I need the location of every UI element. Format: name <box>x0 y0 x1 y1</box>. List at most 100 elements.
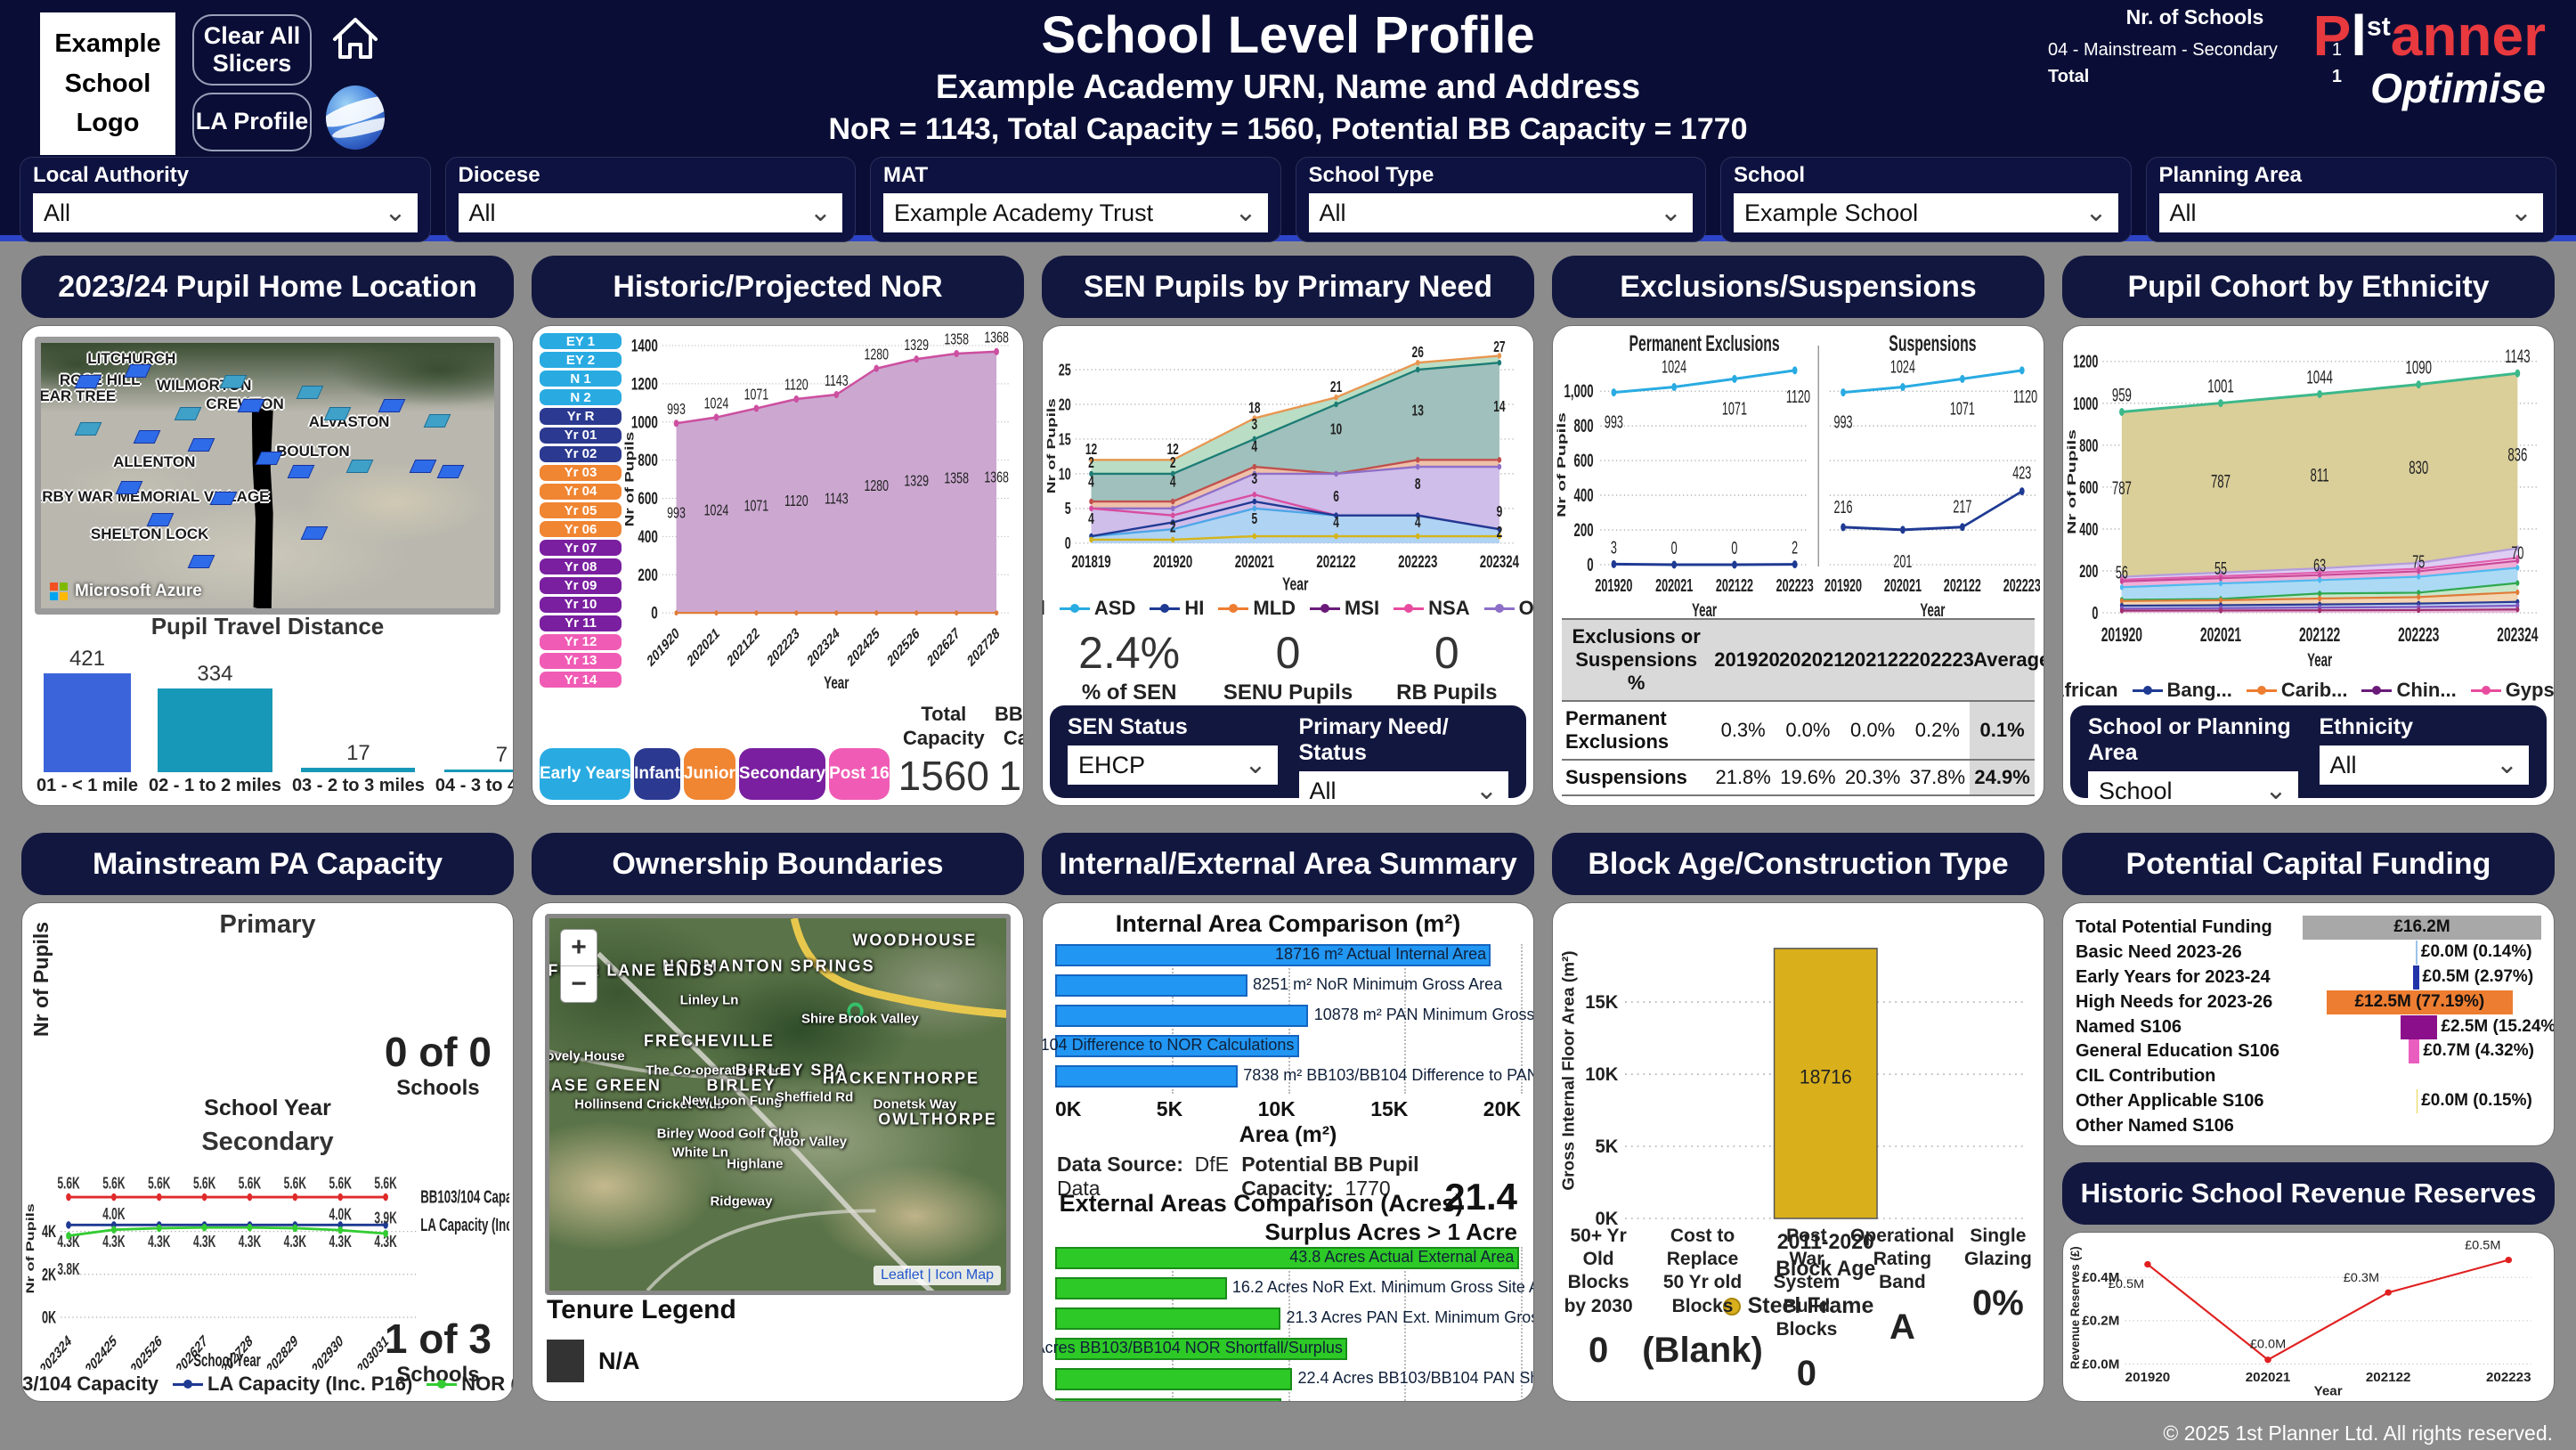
legend-item-nsa[interactable]: NSA <box>1394 597 1470 620</box>
funding-row-cil-contribution[interactable]: CIL Contribution <box>2076 1064 2541 1088</box>
bar-row[interactable]: 16.2 Acres NoR Ext. Minimum Gross Site A… <box>1055 1277 1533 1299</box>
phase-slicer-post-16[interactable]: Post 16 <box>829 748 890 800</box>
bar[interactable] <box>1055 1035 1299 1057</box>
slicer-dropdown-school-type[interactable]: All ⌄ <box>1308 193 1693 232</box>
funding-bar-chart[interactable]: Total Potential Funding £16.2M Basic Need … <box>2076 916 2554 1138</box>
year-slicer-yr09[interactable]: Yr 09 <box>540 577 622 594</box>
exclusions-line-charts[interactable]: 0 200 400 600 800 1,000 Permanent Exclusions 99… <box>1556 330 2040 623</box>
panel-slicer-dropdown[interactable]: All ⌄ <box>2319 745 2529 785</box>
bar-row[interactable]: 7838 m² BB103/BB104 Difference to PAN Ca… <box>1055 1065 1533 1088</box>
slicer-dropdown-planning-area[interactable]: All ⌄ <box>2158 193 2543 232</box>
funding-row-total-potential-funding[interactable]: Total Potential Funding £16.2M <box>2076 916 2541 940</box>
funding-row-general-education-s106[interactable]: General Education S106 £0.7M (4.32%) <box>2076 1039 2541 1064</box>
bar-row[interactable]: 10465 m² BB103/BB104 Difference to NOR C… <box>1043 1035 1521 1057</box>
funding-row-other-named-s106[interactable]: Other Named S106 <box>2076 1114 2541 1138</box>
legend-item-hi[interactable]: HI <box>1150 597 1204 620</box>
year-slicer-yr08[interactable]: Yr 08 <box>540 558 622 575</box>
funding-bar[interactable] <box>2326 990 2513 1014</box>
legend-item-mld[interactable]: MLD <box>1218 597 1296 620</box>
year-slicer-yr07[interactable]: Yr 07 <box>540 540 622 557</box>
legend-item-carib[interactable]: Carib... <box>2246 679 2347 702</box>
panel-slicer-dropdown[interactable]: School ⌄ <box>2088 771 2298 805</box>
funding-row-early-years-for-2023-24[interactable]: Early Years for 2023-24 £0.5M (2.97%) <box>2076 965 2541 990</box>
travel-bar[interactable] <box>301 768 416 772</box>
phase-slicer-infant[interactable]: Infant <box>634 748 680 800</box>
phase-slicer-early-years[interactable]: Early Years <box>540 748 631 800</box>
legend-item-bang[interactable]: Bang... <box>2132 679 2232 702</box>
google-earth-icon[interactable] <box>326 86 385 150</box>
slicer-dropdown-mat[interactable]: Example Academy Trust ⌄ <box>883 193 1268 232</box>
bar-row[interactable]: 43.8 Acres Actual External Area <box>1055 1247 1521 1269</box>
year-slicer-yr03[interactable]: Yr 03 <box>540 464 622 481</box>
year-slicer-yr06[interactable]: Yr 06 <box>540 521 622 538</box>
bar[interactable] <box>1055 1065 1238 1088</box>
bar[interactable] <box>1055 1247 1519 1269</box>
funding-bar[interactable] <box>2303 916 2541 940</box>
travel-bar-column[interactable]: 421 01 - < 1 mile <box>37 647 138 796</box>
bar[interactable] <box>1055 1398 1282 1401</box>
slicer-dropdown-school[interactable]: Example School ⌄ <box>1734 193 2118 232</box>
funding-bar[interactable] <box>2400 1014 2438 1039</box>
bar-row[interactable]: 27.6 Acres BB103/BB104 NOR Shortfall/Sur… <box>1043 1338 1521 1360</box>
bar-row[interactable]: 21.3 Acres PAN Ext. Minimum Gross Site A… <box>1055 1307 1533 1330</box>
year-slicer-yr01[interactable]: Yr 01 <box>540 427 622 444</box>
year-slicer-yr02[interactable]: Yr 02 <box>540 445 622 462</box>
nor-area-chart[interactable]: 0 200 400 600 800 1000 1200 1400 993 993 1024 1024 1… <box>623 326 1020 691</box>
ethnicity-area-chart[interactable]: 0 200 400 600 800 1000 1200 959 1001 1044 1090 1143… <box>2067 328 2550 675</box>
funding-bar[interactable] <box>2416 940 2418 965</box>
secondary-line-chart[interactable]: 0K 2K 4K 5.6K 5.6K 5.6K 5.6K 5.6K 5.6K 5.6K 5.6K 4.… <box>26 1158 509 1370</box>
ownership-map[interactable]: + − Leaflet | Icon Map WOODHOUSE NORMANTO… <box>545 914 1011 1295</box>
panel-slicer-dropdown[interactable]: All ⌄ <box>1298 771 1508 805</box>
zoom-out-button[interactable]: − <box>571 969 587 998</box>
external-bar-chart[interactable]: 43.8 Acres Actual External Area 16.2 Acre… <box>1043 1247 1533 1401</box>
slicer-dropdown-diocese[interactable]: All ⌄ <box>458 193 842 232</box>
year-slicer-yr05[interactable]: Yr 05 <box>540 501 622 519</box>
legend-item-gyps[interactable]: Gyps... <box>2470 679 2554 702</box>
funding-row-other-applicable-s106[interactable]: Other Applicable S106 £0.0M (0.15%) <box>2076 1089 2541 1114</box>
slicer-dropdown-local-authority[interactable]: All ⌄ <box>33 193 418 232</box>
year-slicer-yr14[interactable]: Yr 14 <box>540 671 622 688</box>
funding-row-high-needs-for-2023-26[interactable]: High Needs for 2023-26 £12.5M (77.19%) <box>2076 990 2541 1014</box>
travel-bar-column[interactable]: 334 02 - 1 to 2 miles <box>149 647 281 796</box>
legend-item-african[interactable]: African <box>2063 679 2118 702</box>
travel-bar[interactable] <box>43 673 131 772</box>
zoom-in-button[interactable]: + <box>561 930 597 966</box>
year-slicer-yrr[interactable]: Yr R <box>540 408 622 425</box>
bar-row[interactable]: 8251 m² NoR Minimum Gross Area <box>1055 974 1521 997</box>
revenue-line-chart[interactable]: £0.0M £0.2M £0.4M £0.5M £0.0M £0.3M £0.5M 20192… <box>2067 1236 2550 1397</box>
travel-bar[interactable] <box>158 688 272 772</box>
travel-bar[interactable] <box>444 770 513 772</box>
year-slicer-n2[interactable]: N 2 <box>540 389 622 406</box>
bar[interactable] <box>1055 1307 1281 1330</box>
year-slicer-n1[interactable]: N 1 <box>540 371 622 387</box>
block-age-bar-chart[interactable]: 0K 5K 10K 15K 18716 2011-2020 Block Age Gross I… <box>1558 908 2038 1291</box>
travel-bar-column[interactable]: 7 04 - 3 to 4 miles <box>435 647 513 796</box>
year-slicer-yr13[interactable]: Yr 13 <box>540 652 622 669</box>
clear-all-slicers-button[interactable]: Clear All Slicers <box>192 14 312 86</box>
legend-item-oth[interactable]: OTH <box>1483 597 1533 620</box>
pupil-home-location-map[interactable]: Microsoft Azure LITCHURCH ROSE HILL PEAR T… <box>35 337 500 615</box>
bar-row[interactable]: 22.4 Acres BB103/BB104 PAN Shortfall/Sur… <box>1055 1368 1533 1390</box>
year-slicer-ey1[interactable]: EY 1 <box>540 333 622 350</box>
legend-item-chin[interactable]: Chin... <box>2361 679 2457 702</box>
year-slicer-yr04[interactable]: Yr 04 <box>540 483 622 500</box>
legend-item-msi[interactable]: MSI <box>1310 597 1379 620</box>
funding-row-named-s106[interactable]: Named S106 £2.5M (15.24%) <box>2076 1014 2554 1039</box>
bar[interactable] <box>1055 944 1491 966</box>
bar-row[interactable]: 21.4 Acres BB103/BB104 PAN +5% Shortfall… <box>1055 1398 1533 1401</box>
year-slicer-yr12[interactable]: Yr 12 <box>540 633 622 650</box>
legend-item-bb103104capacity[interactable]: BB103/104 Capacity <box>22 1373 159 1395</box>
bar-row[interactable]: 18716 m² Actual Internal Area <box>1055 944 1521 966</box>
year-slicer-yr11[interactable]: Yr 11 <box>540 615 622 631</box>
funding-bar[interactable] <box>2416 1089 2418 1114</box>
legend-item-asd[interactable]: ASD <box>1059 597 1135 620</box>
legend-item-norincp16[interactable]: NOR (Inc. P16) <box>427 1373 513 1396</box>
phase-slicer-secondary[interactable]: Secondary <box>738 748 826 800</box>
funding-row-basic-need-2023-26[interactable]: Basic Need 2023-26 £0.0M (0.14%) <box>2076 940 2541 965</box>
bar[interactable] <box>1055 974 1247 997</box>
sen-area-chart[interactable]: 0 5 10 15 20 25 12 2 4 4 12 2 4 2 18 3 4 3 5 21 10 6 4 26 13 8 4 27… <box>1046 328 1530 595</box>
bar[interactable] <box>1055 1005 1309 1027</box>
la-profile-button[interactable]: LA Profile <box>192 93 312 151</box>
funding-bar[interactable] <box>2413 965 2419 990</box>
funding-bar[interactable] <box>2409 1039 2420 1064</box>
